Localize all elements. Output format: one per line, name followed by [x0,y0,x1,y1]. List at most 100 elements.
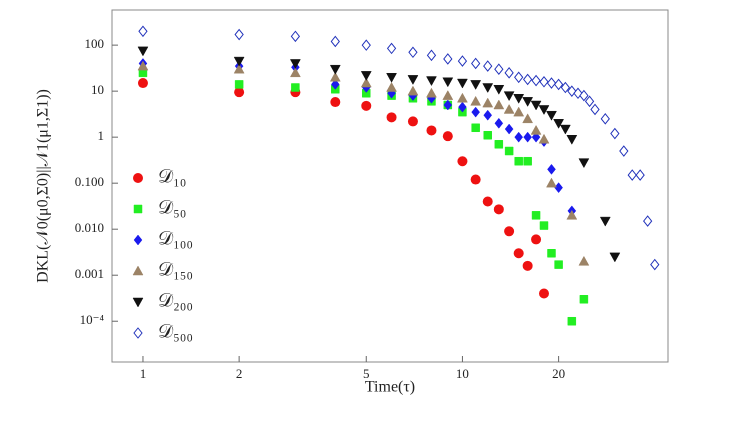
data-point [523,131,532,143]
legend-marker [133,204,143,214]
data-point [539,75,549,88]
data-point [290,30,301,43]
data-point [635,169,645,181]
legend-label: 𝒟₂₀₀ [158,290,193,311]
data-point [578,255,590,266]
plot-frame [111,9,669,363]
data-point [407,116,418,127]
data-point [482,83,494,94]
data-point [523,73,533,86]
data-point [627,169,637,181]
data-point [494,140,504,149]
x-tick-label: 1 [140,366,147,381]
data-point [483,60,493,72]
data-point [442,90,454,100]
data-point [522,113,534,124]
data-point [386,81,397,92]
data-point [442,77,454,88]
data-point [482,196,493,207]
y-tick-label: 0.010 [75,220,104,235]
data-point [361,100,372,111]
data-point [538,133,550,144]
data-point [234,28,244,41]
data-point [504,67,514,79]
data-point [442,131,453,142]
data-point [482,97,494,108]
data-point [538,288,549,299]
data-point [493,204,504,215]
data-point [470,80,482,90]
data-point [137,46,149,57]
data-point [426,125,437,136]
data-point [531,211,541,220]
data-point [457,78,468,89]
data-point [547,163,556,175]
data-point [530,100,542,111]
data-point [443,53,453,65]
data-point [233,56,245,67]
data-point [504,226,515,237]
data-point [329,71,341,82]
data-point [386,42,397,55]
data-point [530,124,542,135]
data-point [483,109,493,121]
data-point [457,156,468,167]
legend-marker [133,234,143,246]
data-point [407,75,419,85]
data-point [457,92,468,103]
legend-marker [132,265,144,276]
data-point [330,79,340,90]
data-point [471,123,480,133]
data-point [360,77,372,88]
data-point [554,260,563,269]
data-point [590,103,600,116]
data-point [522,260,533,271]
data-point [513,94,525,104]
x-tick-label: 10 [456,366,469,381]
data-point [566,209,578,220]
data-point [559,124,571,135]
data-point [566,135,578,145]
data-point [523,156,532,166]
data-point [643,215,653,227]
data-point [470,174,481,185]
data-point [471,106,480,118]
data-point [483,131,492,140]
data-point [457,55,468,67]
data-point [619,145,629,157]
data-point [426,87,437,98]
data-point [578,158,590,169]
data-point [470,95,482,106]
data-point [426,76,437,87]
data-point [233,63,245,74]
legend-marker [132,297,144,308]
data-point [291,83,300,92]
x-tick-label: 2 [236,366,243,381]
x-tick-label: 5 [363,366,370,381]
data-point [329,64,341,75]
data-point [360,71,372,81]
data-point [584,95,595,108]
data-point [361,39,371,51]
data-point [546,110,557,121]
data-point [494,117,504,129]
data-point [503,91,515,102]
data-point [330,97,341,108]
data-point [493,99,505,110]
legend-label: 𝒟₁₀ [158,166,186,187]
data-point [513,248,524,259]
data-point [579,295,589,304]
legend-marker [133,173,143,183]
y-tick-label: 0.001 [75,266,104,281]
data-point [458,101,467,113]
legend-label: 𝒟₁₅₀ [158,259,193,280]
data-point [443,99,453,111]
data-point [137,60,149,71]
y-tick-label: 100 [85,36,105,51]
data-point [538,105,550,115]
data-point [504,146,514,156]
y-axis-label: DKL(𝒩0(μ0,Σ0)||𝒩1(μ1,Σ1)) [35,89,52,283]
data-point [531,131,541,143]
data-point [234,87,245,98]
data-point [408,46,418,59]
